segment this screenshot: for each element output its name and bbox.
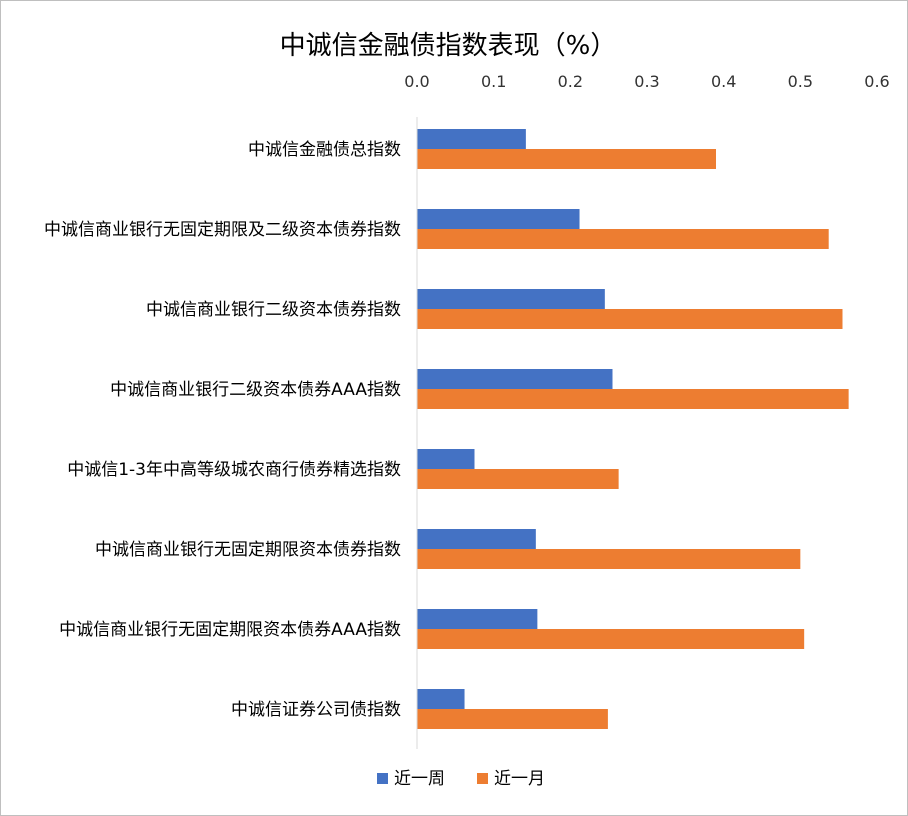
- x-tick-label: 0.0: [404, 72, 429, 91]
- legend-swatch: [377, 773, 388, 784]
- bars: [417, 129, 849, 729]
- x-tick-label: 0.5: [788, 72, 813, 91]
- legend-swatch: [477, 773, 488, 784]
- category-label: 中诚信商业银行二级资本债券指数: [146, 300, 401, 320]
- category-label: 中诚信商业银行无固定期限资本债券AAA指数: [59, 620, 401, 640]
- bar-month: [417, 709, 608, 729]
- x-tick-label: 0.4: [711, 72, 736, 91]
- category-label: 中诚信1-3年中高等级城农商行债券精选指数: [67, 460, 401, 480]
- bar-week: [417, 449, 475, 469]
- bar-month: [417, 549, 801, 569]
- chart-title: 中诚信金融债指数表现（%）: [280, 31, 617, 61]
- category-labels: 中诚信金融债总指数中诚信商业银行无固定期限及二级资本债券指数中诚信商业银行二级资…: [44, 140, 401, 720]
- bar-month: [417, 309, 843, 329]
- category-label: 中诚信商业银行无固定期限及二级资本债券指数: [44, 220, 401, 240]
- bar-week: [417, 689, 465, 709]
- category-label: 中诚信商业银行二级资本债券AAA指数: [110, 380, 401, 400]
- x-tick-label: 0.6: [864, 72, 889, 91]
- x-axis-ticks: 0.0 0.1 0.2 0.3 0.4 0.5 0.6: [404, 72, 889, 91]
- bar-week: [417, 529, 536, 549]
- bar-month: [417, 629, 805, 649]
- bar-week: [417, 209, 580, 229]
- category-label: 中诚信商业银行无固定期限资本债券指数: [95, 540, 401, 560]
- bar-month: [417, 389, 849, 409]
- bar-month: [417, 149, 716, 169]
- legend-label: 近一周: [394, 769, 445, 789]
- bar-month: [417, 229, 829, 249]
- legend: 近一周 近一月: [377, 769, 545, 789]
- legend-label: 近一月: [494, 769, 545, 789]
- category-label: 中诚信证券公司债指数: [231, 700, 401, 720]
- category-label: 中诚信金融债总指数: [248, 140, 401, 160]
- bar-week: [417, 609, 538, 629]
- bar-week: [417, 129, 526, 149]
- bar-week: [417, 289, 605, 309]
- x-tick-label: 0.3: [634, 72, 659, 91]
- bar-week: [417, 369, 613, 389]
- bar-month: [417, 469, 619, 489]
- x-tick-label: 0.1: [481, 72, 506, 91]
- x-tick-label: 0.2: [558, 72, 583, 91]
